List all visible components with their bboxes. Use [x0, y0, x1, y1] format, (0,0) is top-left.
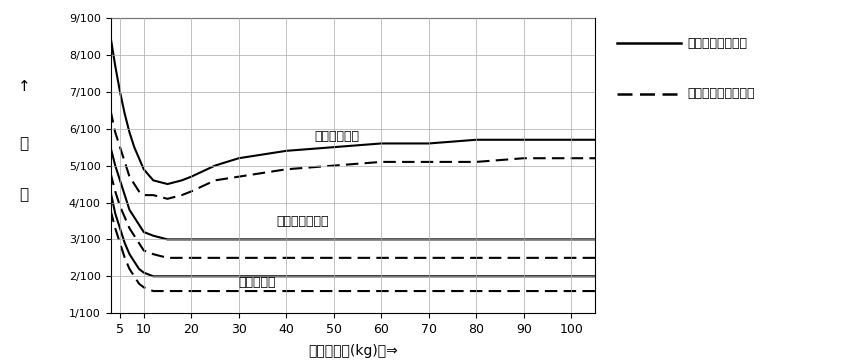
- Text: 削り出しベアリング: 削り出しベアリング: [688, 87, 756, 100]
- Text: プラスチック箱: プラスチック箱: [277, 215, 329, 228]
- X-axis label: 搬送物重量(kg)　⇒: 搬送物重量(kg) ⇒: [308, 344, 398, 358]
- Text: 勾: 勾: [20, 136, 28, 152]
- Text: 配: 配: [20, 187, 28, 202]
- Text: プレスベアリング: プレスベアリング: [688, 37, 748, 50]
- Text: ↑: ↑: [17, 79, 31, 94]
- Text: スチール箱: スチール箱: [239, 276, 276, 289]
- Text: ダンボール箱: ダンボール箱: [314, 130, 360, 143]
